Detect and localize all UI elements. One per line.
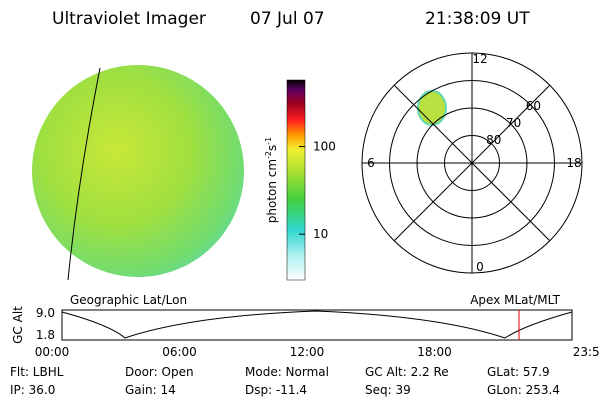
header-title: Ultraviolet Imager — [52, 9, 206, 29]
info-field: Gain: 14 — [125, 383, 176, 397]
colorbar-tick-label: 100 — [313, 140, 336, 154]
earth-disk — [32, 65, 244, 277]
info-field: GLon: 253.4 — [487, 383, 560, 397]
timeline-left-title: Geographic Lat/Lon — [70, 293, 187, 307]
colorbar-scale — [286, 79, 306, 281]
header-time: 21:38:09 UT — [425, 9, 530, 29]
timeline: Geographic Lat/Lon Apex MLat/MLT GC Alt … — [11, 293, 573, 344]
info-field: Dsp: -11.4 — [245, 383, 307, 397]
altitude-curve — [61, 310, 573, 339]
lat-ring — [444, 135, 500, 191]
info-field: Door: Open — [125, 365, 194, 379]
mlt-label: 12 — [472, 52, 487, 66]
info-field: GLat: 57.9 — [487, 365, 550, 379]
lat-label: 70 — [506, 116, 521, 130]
mlt-label: 18 — [566, 156, 581, 170]
header-date: 07 Jul 07 — [250, 9, 325, 29]
lat-label: 80 — [486, 133, 501, 147]
timeline-x-labels: 00:00 06:00 12:00 18:00 23:59 — [35, 345, 600, 359]
timeline-x-label: 12:00 — [290, 345, 325, 359]
lat-ring — [389, 80, 555, 246]
timeline-y-tick: 9.0 — [36, 306, 55, 320]
info-field: Seq: 39 — [365, 383, 411, 397]
lat-ring — [416, 107, 528, 219]
aurora-blob — [417, 90, 447, 126]
lat-label: 60 — [526, 99, 541, 113]
timeline-frame — [61, 309, 573, 341]
timeline-y-label: GC Alt — [11, 306, 25, 344]
info-panel: Flt: LBHL IP: 36.0 Door: Open Gain: 14 Mode:… — [10, 365, 560, 397]
mlt-label: 0 — [476, 260, 484, 274]
info-field: Mode: Normal — [245, 365, 329, 379]
info-field: Flt: LBHL — [10, 365, 64, 379]
label-part: s — [265, 145, 279, 151]
mlt-line — [393, 84, 551, 242]
timeline-x-label: 18:00 — [417, 345, 452, 359]
colorbar-tick-label: 10 — [313, 227, 328, 241]
timeline-right-title: Apex MLat/MLT — [470, 293, 560, 307]
label-part: -1 — [264, 137, 273, 145]
timeline-x-label: 06:00 — [162, 345, 197, 359]
info-field: GC Alt: 2.2 Re — [365, 365, 449, 379]
timeline-x-label: 23:59 — [573, 345, 600, 359]
colorbar: photon cm-2s-1 — [264, 79, 306, 281]
colorbar-label: photon cm-2s-1 — [264, 137, 279, 224]
terminator-line — [67, 67, 101, 281]
timeline-y-tick: 1.8 — [36, 328, 55, 342]
label-part: photon cm — [265, 159, 279, 223]
label-part: -2 — [264, 151, 273, 159]
earth-image — [32, 65, 244, 281]
info-field: IP: 36.0 — [10, 383, 55, 397]
timeline-x-label: 00:00 — [35, 345, 70, 359]
mlt-label: 6 — [367, 156, 375, 170]
